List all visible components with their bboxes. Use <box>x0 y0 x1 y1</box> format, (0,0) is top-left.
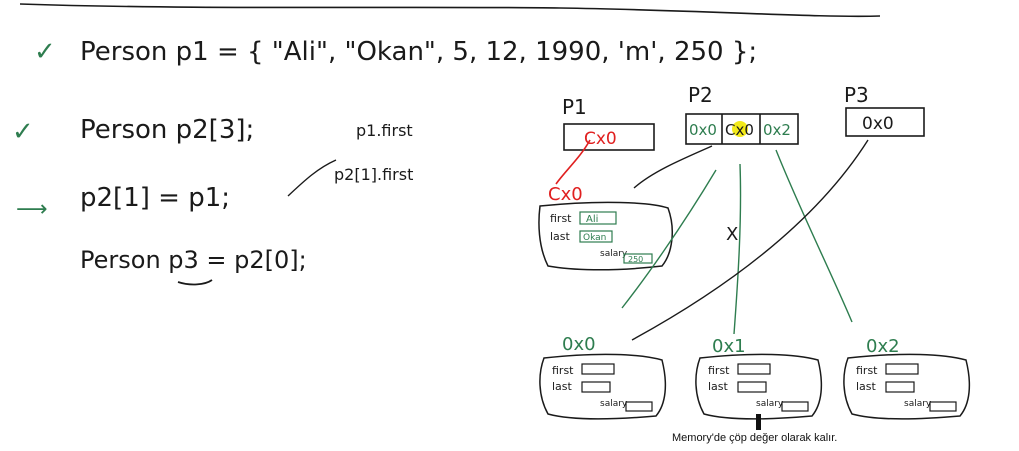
heap-red-salary-box <box>623 253 653 264</box>
heap0-field-salary: salary <box>600 399 628 409</box>
heap1-salary-box <box>781 401 809 412</box>
heap2-field-first: first <box>856 364 878 377</box>
heap-label-2: 0x2 <box>866 336 900 357</box>
p2-box <box>685 113 799 145</box>
p2-cell-0: 0x0 <box>689 121 717 139</box>
p3-underline <box>177 279 213 286</box>
p1-value: Cx0 <box>584 129 617 149</box>
heap2-salary-box <box>929 401 957 412</box>
heap-red-field-first: first <box>550 212 572 225</box>
p2-cell0-arrow <box>621 169 717 309</box>
heap-object-1 <box>695 353 823 420</box>
top-scribble <box>19 3 881 18</box>
p2-cell1-to-red-arrow <box>633 145 713 189</box>
heap0-field-first: first <box>552 364 574 377</box>
heap2-last-box <box>885 381 915 393</box>
arrow-mark-3: ⟶ <box>16 197 48 222</box>
p3-arrow <box>631 139 869 341</box>
heap0-field-last: last <box>552 380 573 393</box>
check-mark-1: ✓ <box>34 37 56 67</box>
code-line-3: p2[1] = p1; <box>80 183 230 213</box>
heap-object-0 <box>539 353 667 420</box>
p2-cell-1: Cx0 <box>725 121 754 139</box>
heap-red-field-last: last <box>550 230 571 243</box>
heap-label-1: 0x1 <box>712 336 746 357</box>
cross-mark: X <box>726 224 738 245</box>
p2-highlight <box>732 121 748 137</box>
p2-cell-2: 0x2 <box>763 121 791 139</box>
p3-value: 0x0 <box>862 114 894 134</box>
heap-red-last-box <box>579 230 613 243</box>
code-line-4: Person p3 = p2[0]; <box>80 246 307 274</box>
label-p2: P2 <box>688 83 713 107</box>
p2-cell1-old-arrow <box>733 163 742 335</box>
heap-red-last-value: Okan <box>583 233 606 243</box>
heap1-field-last: last <box>708 380 729 393</box>
label-p1: P1 <box>562 95 587 119</box>
code-line-2: Person p2[3]; <box>80 115 254 145</box>
heap-red-field-salary: salary <box>600 249 628 259</box>
caption-garbage-note: Memory'de çöp değer olarak kalır. <box>672 432 838 444</box>
heap-red-first-box <box>579 211 617 225</box>
heap-label-0: 0x0 <box>562 334 596 355</box>
code-line-1: Person p1 = { "Ali", "Okan", 5, 12, 1990… <box>80 37 757 67</box>
check-mark-2: ✓ <box>12 117 34 147</box>
text-cursor-marker <box>756 414 761 430</box>
note-connector <box>287 159 337 197</box>
p2-cell2-arrow <box>775 149 853 323</box>
heap0-first-box <box>581 363 615 375</box>
heap-object-red <box>538 201 674 271</box>
heap-red-salary-value: 250 <box>628 255 643 264</box>
heap0-salary-box <box>625 401 653 412</box>
heap1-field-first: first <box>708 364 730 377</box>
note-p2-first: p2[1].first <box>334 165 413 184</box>
heap2-field-salary: salary <box>904 399 932 409</box>
p1-box <box>563 123 655 151</box>
label-p3: P3 <box>844 83 869 107</box>
heap1-field-salary: salary <box>756 399 784 409</box>
p3-box <box>845 107 925 137</box>
heap0-last-box <box>581 381 611 393</box>
heap-red-label: Cx0 <box>548 184 583 205</box>
heap-object-2 <box>843 353 971 420</box>
heap2-field-last: last <box>856 380 877 393</box>
heap1-first-box <box>737 363 771 375</box>
heap-red-first-value: Ali <box>586 214 598 225</box>
note-p1-first: p1.first <box>356 121 413 140</box>
p1-to-heap-arrow <box>555 139 591 185</box>
heap1-last-box <box>737 381 767 393</box>
heap2-first-box <box>885 363 919 375</box>
